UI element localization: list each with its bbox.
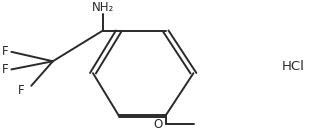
Text: F: F (18, 84, 25, 97)
Text: F: F (1, 45, 8, 58)
Text: O: O (153, 118, 162, 131)
Text: HCl: HCl (282, 60, 305, 73)
Text: F: F (1, 63, 8, 76)
Text: NH₂: NH₂ (92, 1, 114, 13)
